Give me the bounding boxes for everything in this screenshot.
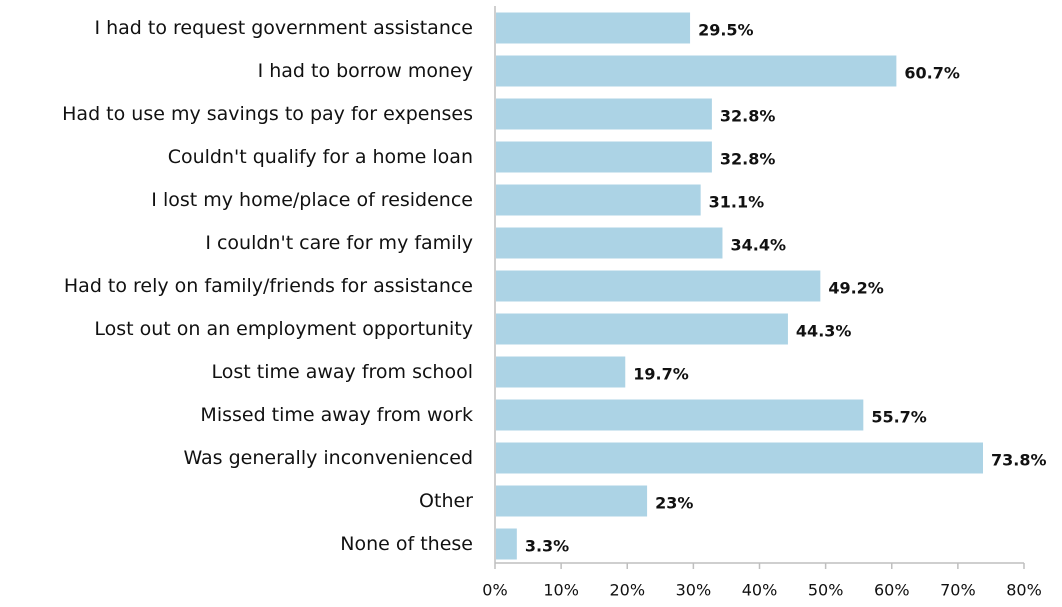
x-axis: 0% 10% 20% 30% 40% 50% 60% 70% 80% [482, 6, 1042, 600]
x-tick-label: 20% [609, 581, 645, 600]
bars-layer [496, 12, 984, 560]
bar [496, 98, 712, 130]
bar [496, 184, 701, 216]
category-label: Had to use my savings to pay for expense… [62, 103, 473, 125]
category-label: I couldn't care for my family [205, 232, 473, 254]
category-label: I had to request government assistance [94, 17, 473, 39]
data-label: 23% [655, 494, 693, 513]
category-label: Missed time away from work [200, 404, 473, 426]
bar [496, 485, 648, 517]
data-label: 34.4% [730, 236, 786, 255]
x-tick-label: 50% [808, 581, 844, 600]
x-tick-label: 30% [676, 581, 712, 600]
bar [496, 227, 723, 259]
x-tick-label: 60% [874, 581, 910, 600]
data-label: 73.8% [991, 451, 1047, 470]
x-tick-label: 0% [482, 581, 507, 600]
category-label: Lost out on an employment opportunity [94, 318, 473, 340]
data-label: 29.5% [698, 21, 754, 40]
category-label: Was generally inconvenienced [183, 447, 473, 469]
category-label: I lost my home/place of residence [151, 189, 473, 211]
category-label: Had to rely on family/friends for assist… [64, 275, 473, 297]
category-label: None of these [340, 533, 473, 555]
x-tick-label: 70% [940, 581, 976, 600]
x-tick-label: 40% [742, 581, 778, 600]
bar [496, 141, 712, 173]
data-label: 32.8% [720, 107, 776, 126]
category-label: Couldn't qualify for a home loan [168, 146, 473, 168]
category-label: I had to borrow money [258, 60, 473, 82]
data-label: 3.3% [525, 537, 569, 556]
category-labels: I had to request government assistance I … [62, 17, 473, 555]
x-tick-label: 10% [543, 581, 579, 600]
bar [496, 356, 626, 388]
bar [496, 528, 517, 560]
bar [496, 313, 788, 345]
data-label: 44.3% [796, 322, 852, 341]
data-label: 31.1% [709, 193, 765, 212]
data-label: 49.2% [828, 279, 884, 298]
data-label: 55.7% [871, 408, 927, 427]
data-label: 32.8% [720, 150, 776, 169]
data-label: 60.7% [904, 64, 960, 83]
category-label: Lost time away from school [211, 361, 473, 383]
bar [496, 270, 821, 302]
bar [496, 55, 897, 87]
data-label: 19.7% [633, 365, 689, 384]
bar [496, 12, 691, 44]
bar [496, 399, 864, 431]
x-tick-label: 80% [1006, 581, 1042, 600]
category-label: Other [419, 490, 473, 512]
bar [496, 442, 984, 474]
value-labels: 29.5% 60.7% 32.8% 32.8% 31.1% 34.4% 49.2% 44.3%… [525, 21, 1047, 556]
